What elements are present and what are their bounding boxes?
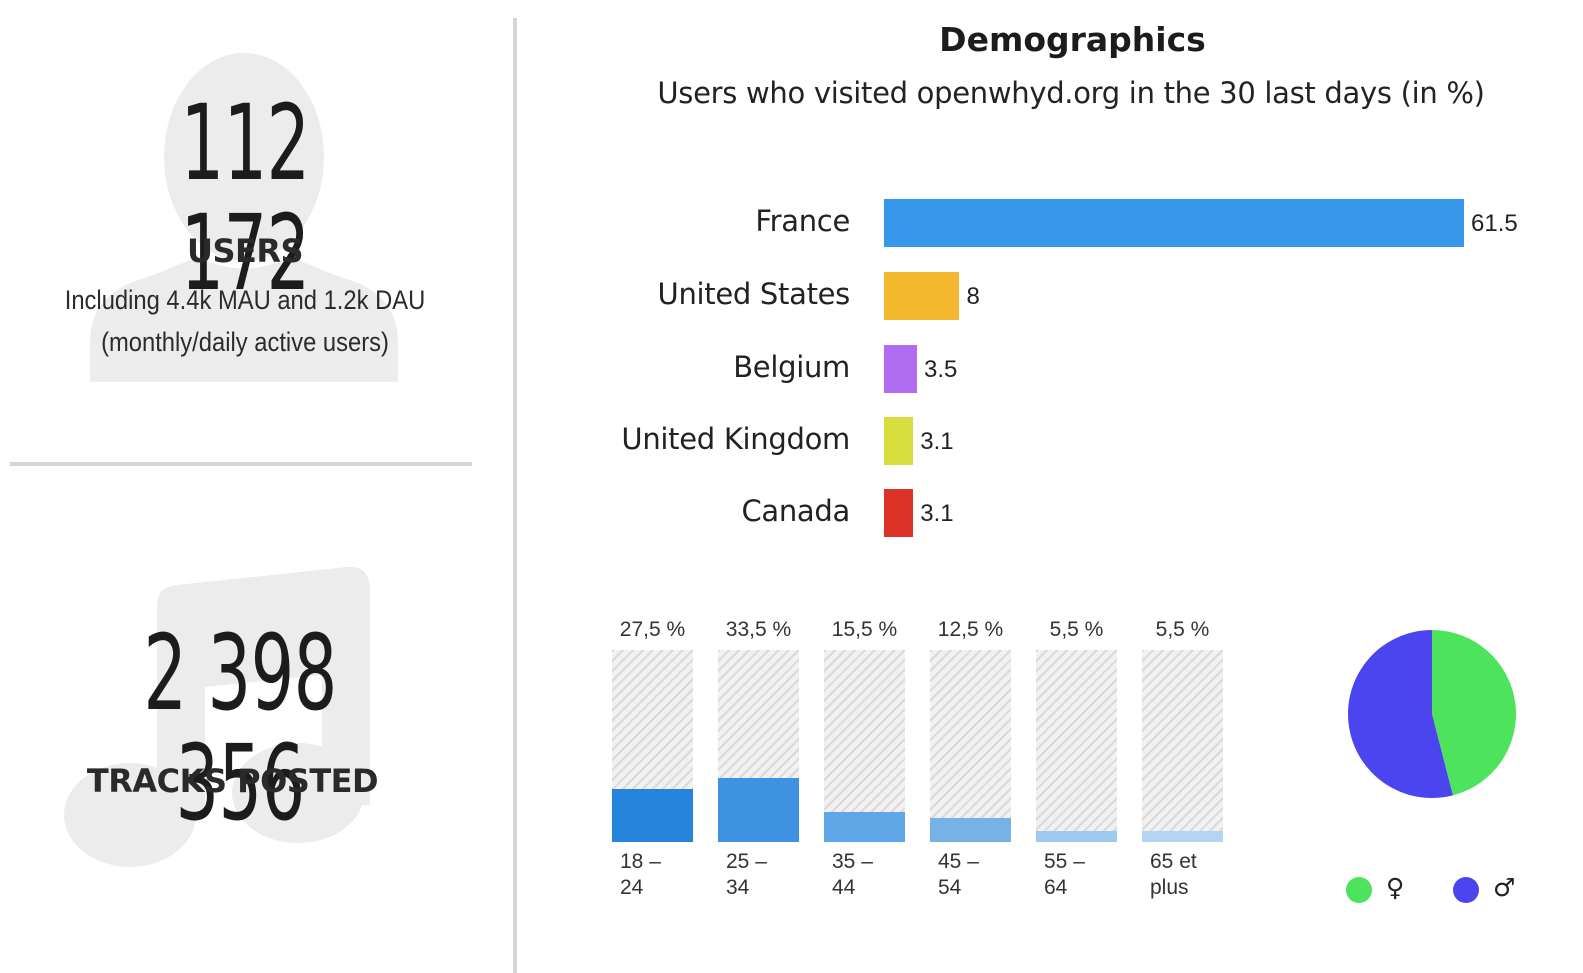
age-bar: [824, 812, 905, 842]
age-category-label: 65 et plus: [1150, 850, 1197, 899]
user-silhouette-icon: [90, 53, 398, 382]
age-bar-track: [824, 650, 905, 842]
age-percent-label: 5,5 %: [1155, 618, 1210, 641]
country-value-label: 3.1: [920, 500, 954, 527]
country-value-label: 3.1: [920, 428, 954, 455]
tracks-label: TRACKS POSTED: [86, 762, 379, 800]
age-bar-track: [1142, 650, 1223, 842]
age-bar-track: [1036, 650, 1117, 842]
age-category-label: 35 – 44: [832, 850, 873, 899]
demographics-subtitle: Users who visited openwhyd.org in the 30…: [657, 76, 1485, 110]
users-detail-line2: (monthly/daily active users): [101, 327, 389, 357]
gender-pie-chart: [1348, 630, 1516, 798]
country-value-label: 61.5: [1471, 210, 1518, 237]
country-bar: [884, 272, 960, 320]
country-bar: [884, 345, 917, 393]
tracks-count: 2 398 356: [143, 612, 337, 844]
age-bar: [718, 777, 799, 842]
age-bar: [930, 818, 1011, 842]
age-category-label: 18 – 24: [620, 850, 661, 899]
legend-swatch: [1453, 877, 1479, 903]
country-label: United States: [657, 277, 851, 311]
country-bar: [884, 199, 1464, 247]
country-label: Canada: [741, 494, 850, 528]
country-label: United Kingdom: [621, 422, 850, 456]
female-symbol: ♀: [1386, 873, 1405, 902]
country-value-label: 3.5: [924, 356, 958, 383]
country-bar: [884, 417, 914, 465]
male-symbol: ♂: [1493, 873, 1516, 902]
age-bar: [1036, 831, 1117, 842]
age-category-label: 55 – 64: [1044, 850, 1085, 899]
country-label: Belgium: [733, 350, 850, 384]
pie-slice: [1432, 630, 1516, 796]
age-category-label: 25 – 34: [726, 850, 767, 899]
age-bar: [1142, 831, 1223, 842]
pie-slice: [1348, 630, 1453, 798]
age-bar: [612, 789, 693, 842]
age-bar-track: [930, 650, 1011, 842]
age-percent-label: 12,5 %: [937, 618, 1004, 641]
age-category-label: 45 – 54: [938, 850, 979, 899]
demographics-title: Demographics: [939, 20, 1206, 59]
horizontal-divider: [10, 462, 472, 466]
users-label: USERS: [186, 232, 304, 270]
users-detail-line1: Including 4.4k MAU and 1.2k DAU: [64, 285, 426, 315]
music-note-icon: [64, 566, 370, 867]
age-percent-label: 33,5 %: [725, 618, 792, 641]
users-count: 112 172: [180, 82, 310, 314]
legend-swatch: [1346, 877, 1372, 903]
country-value-label: 8: [966, 283, 980, 310]
country-bar: [884, 489, 914, 537]
age-percent-label: 5,5 %: [1049, 618, 1104, 641]
age-percent-label: 27,5 %: [619, 618, 686, 641]
age-percent-label: 15,5 %: [831, 618, 898, 641]
vertical-divider: [513, 18, 517, 973]
country-label: France: [755, 204, 850, 238]
